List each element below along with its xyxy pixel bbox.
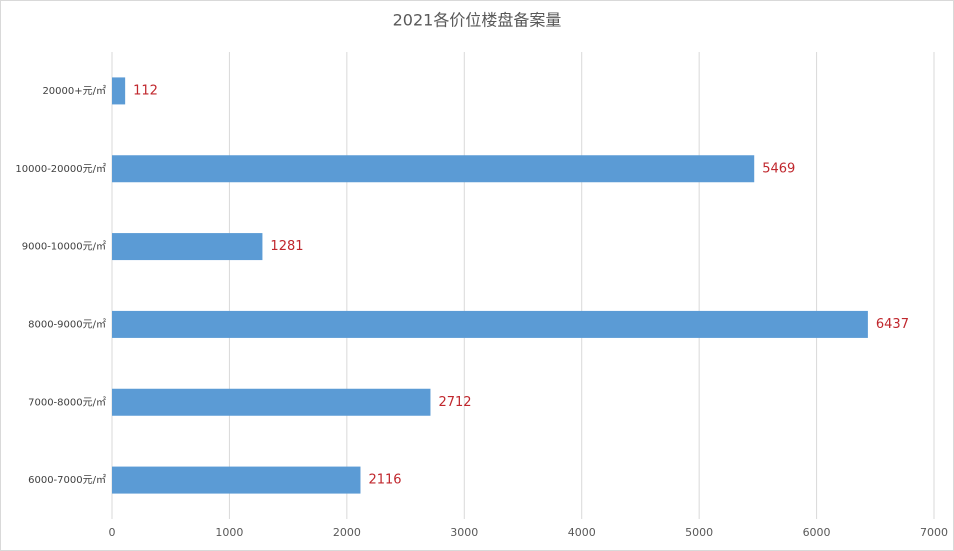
bar (112, 310, 868, 338)
x-tick-label: 0 (109, 526, 116, 539)
data-label: 5469 (762, 161, 795, 176)
bar (112, 233, 263, 261)
y-tick-label: 20000+元/㎡ (42, 85, 106, 97)
data-label: 2116 (368, 473, 401, 488)
data-label: 2712 (438, 395, 471, 410)
bar (112, 388, 431, 416)
bar (112, 155, 755, 183)
x-tick-label: 6000 (803, 526, 831, 539)
y-tick-label: 7000-8000元/㎡ (28, 396, 106, 408)
chart-title: 2021各价位楼盘备案量 (393, 11, 562, 30)
y-tick-label: 6000-7000元/㎡ (28, 474, 106, 486)
y-tick-label: 10000-20000元/㎡ (15, 163, 106, 175)
bar (112, 77, 126, 105)
y-tick-label: 9000-10000元/㎡ (22, 241, 106, 253)
x-tick-label: 7000 (920, 526, 948, 539)
x-tick-label: 2000 (333, 526, 361, 539)
bar (112, 466, 361, 494)
x-tick-label: 3000 (450, 526, 478, 539)
data-label: 112 (133, 83, 158, 98)
x-tick-label: 1000 (215, 526, 243, 539)
data-label: 6437 (876, 317, 909, 332)
y-tick-label: 8000-9000元/㎡ (28, 318, 106, 330)
data-label: 1281 (270, 239, 303, 254)
x-tick-label: 4000 (568, 526, 596, 539)
x-tick-label: 5000 (685, 526, 713, 539)
